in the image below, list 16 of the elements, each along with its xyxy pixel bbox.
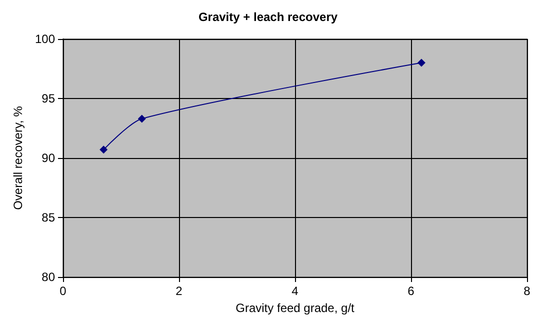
point [417,58,426,67]
y-tick-label: 95 [42,92,56,106]
point [138,114,146,123]
y-tick-label: 85 [42,210,56,224]
x-tick-label: 4 [292,284,299,298]
y-tick-label: 80 [42,270,56,284]
x-tick-label: 0 [60,284,67,298]
x-tick-label: 2 [176,284,183,298]
y-axis-title: Overall recovery, % [11,106,26,210]
y-tick-label: 90 [42,151,56,165]
y-tick-label: 100 [34,32,56,46]
point [100,146,108,154]
x-axis-title: Gravity feed grade, g/t [236,300,356,315]
chart-title: Gravity + leach recovery [198,10,338,24]
x-tick-label: 8 [524,284,531,298]
x-tick-label: 6 [408,284,415,298]
